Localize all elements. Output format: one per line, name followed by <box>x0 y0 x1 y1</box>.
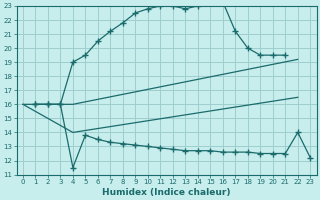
X-axis label: Humidex (Indice chaleur): Humidex (Indice chaleur) <box>102 188 231 197</box>
